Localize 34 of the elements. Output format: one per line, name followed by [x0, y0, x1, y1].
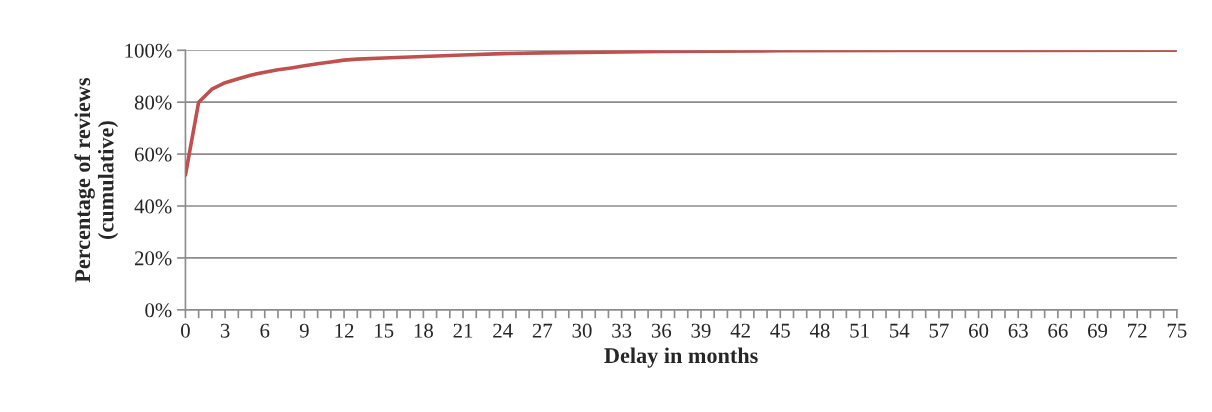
y-tick-label: 60%: [134, 147, 172, 162]
x-tick-label: 63: [1008, 323, 1028, 338]
x-tick-label: 51: [850, 323, 869, 338]
y-axis-title: Percentage of reviews (cumulative): [74, 77, 119, 283]
x-tick-label: 24: [493, 323, 513, 338]
x-tick-label: 66: [1048, 323, 1068, 338]
x-tick-label: 18: [414, 323, 433, 338]
x-tick-label: 36: [651, 323, 672, 338]
x-tick-label: 30: [572, 323, 592, 338]
x-tick-label: 12: [335, 323, 354, 338]
x-tick-label: 42: [730, 323, 750, 338]
x-tick-label: 39: [691, 323, 711, 338]
x-tick-label: 69: [1088, 323, 1108, 338]
y-tick-label: 80%: [134, 95, 172, 110]
x-tick-label: 57: [929, 323, 949, 338]
x-axis-title: Delay in months: [604, 347, 758, 368]
x-tick-label: 75: [1167, 323, 1187, 338]
x-tick-label: 33: [612, 323, 632, 338]
y-tick-label: 100%: [125, 43, 172, 58]
x-tick-label: 3: [220, 323, 230, 338]
x-tick-label: 54: [890, 323, 910, 338]
x-tick-label: 48: [809, 323, 830, 338]
x-tick-label: 21: [453, 323, 473, 338]
x-tick-label: 45: [770, 323, 790, 338]
y-tick-label: 20%: [134, 251, 172, 266]
x-tick-label: 6: [260, 323, 270, 338]
x-tick-label: 9: [299, 323, 309, 338]
x-tick-label: 0: [181, 323, 190, 338]
x-tick-label: 15: [375, 323, 394, 338]
y-tick-label: 0%: [145, 303, 172, 318]
y-tick-label: 40%: [134, 199, 172, 214]
x-tick-label: 60: [969, 323, 989, 338]
x-tick-label: 72: [1128, 323, 1147, 338]
x-tick-label: 27: [532, 323, 553, 338]
